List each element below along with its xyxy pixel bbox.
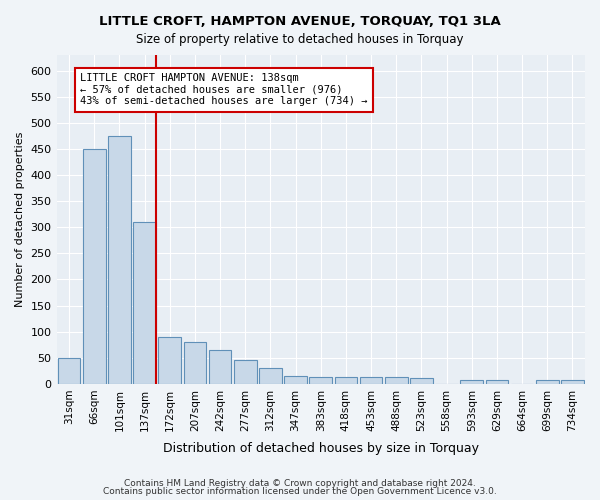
Bar — [158, 337, 181, 384]
Bar — [310, 376, 332, 384]
Bar — [58, 358, 80, 384]
Bar — [259, 368, 282, 384]
Bar — [335, 376, 357, 384]
Bar — [83, 149, 106, 384]
Bar — [410, 378, 433, 384]
Bar — [209, 350, 232, 384]
Text: Contains HM Land Registry data © Crown copyright and database right 2024.: Contains HM Land Registry data © Crown c… — [124, 478, 476, 488]
Bar — [561, 380, 584, 384]
Bar — [284, 376, 307, 384]
Bar — [133, 222, 156, 384]
Text: LITTLE CROFT, HAMPTON AVENUE, TORQUAY, TQ1 3LA: LITTLE CROFT, HAMPTON AVENUE, TORQUAY, T… — [99, 15, 501, 28]
Text: Size of property relative to detached houses in Torquay: Size of property relative to detached ho… — [136, 32, 464, 46]
Bar — [485, 380, 508, 384]
Bar — [385, 376, 407, 384]
Y-axis label: Number of detached properties: Number of detached properties — [15, 132, 25, 307]
Bar — [108, 136, 131, 384]
Text: Contains public sector information licensed under the Open Government Licence v3: Contains public sector information licen… — [103, 487, 497, 496]
Text: LITTLE CROFT HAMPTON AVENUE: 138sqm
← 57% of detached houses are smaller (976)
4: LITTLE CROFT HAMPTON AVENUE: 138sqm ← 57… — [80, 74, 368, 106]
Bar — [234, 360, 257, 384]
Bar — [360, 376, 382, 384]
Bar — [184, 342, 206, 384]
X-axis label: Distribution of detached houses by size in Torquay: Distribution of detached houses by size … — [163, 442, 479, 455]
Bar — [536, 380, 559, 384]
Bar — [460, 380, 483, 384]
